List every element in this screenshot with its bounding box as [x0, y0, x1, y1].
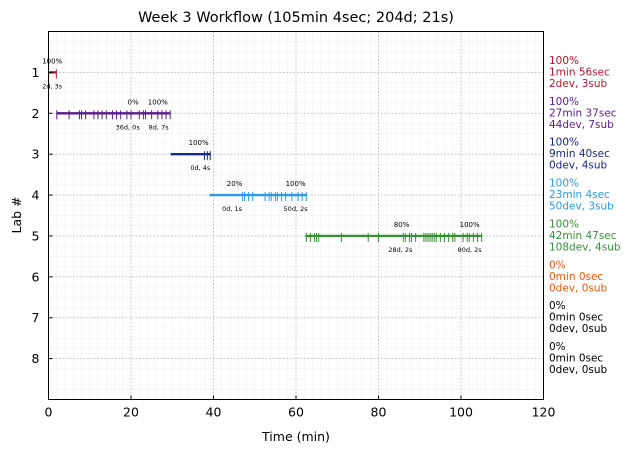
grid-layer — [48, 31, 544, 400]
lab-1-summary-subs: 2dev, 3sub — [549, 78, 608, 90]
lab-1-score-label: 100% — [42, 57, 62, 65]
y-tick-label: 3 — [32, 147, 40, 162]
lab-5-score-label: 100% — [460, 221, 480, 229]
y-tick-label: 8 — [32, 351, 40, 366]
lab-4-score-label: 20% — [227, 180, 243, 188]
lab-2-count-label: 36d, 0s — [116, 123, 141, 131]
chart-title: Week 3 Workflow (105min 4sec; 204d; 21s) — [138, 10, 454, 26]
lab-1-summary-pct: 100% — [549, 55, 579, 67]
lab-5-count-label: 28d, 2s — [388, 246, 413, 254]
y-tick-label: 7 — [32, 310, 40, 325]
x-tick-label: 80 — [371, 405, 387, 420]
lab-5-count-label: 80d, 2s — [458, 246, 483, 254]
axes: 0 20 40 60 80 100 120 1 2 3 4 5 6 7 8 — [32, 65, 556, 420]
lab-1-count-label: 2d, 3s — [42, 82, 63, 90]
x-tick-label: 40 — [206, 405, 222, 420]
lab-4-summary-pct: 100% — [549, 178, 579, 190]
y-axis-label: Lab # — [9, 196, 24, 233]
lab-6-summary-time: 0min 0sec — [549, 271, 603, 283]
lab-3-score-label: 100% — [189, 139, 209, 147]
timeline-annotations: 100% 2d, 3s 0% 100% 36d, 0s 8d, 7s 100% 0d, 4s 2… — [42, 57, 482, 254]
lab-7-summary-time: 0min 0sec — [549, 312, 603, 324]
lab-3-summary-pct: 100% — [549, 137, 579, 149]
lab-2-count-label: 8d, 7s — [149, 123, 170, 131]
x-tick-label: 120 — [532, 405, 556, 420]
lab-2-score-label: 100% — [148, 98, 168, 106]
lab-4-score-label: 100% — [286, 180, 306, 188]
lab-8-summary-time: 0min 0sec — [549, 353, 603, 365]
lab-3-count-label: 0d, 4s — [190, 164, 211, 172]
y-tick-label: 6 — [32, 269, 40, 284]
lab-6-summary-subs: 0dev, 0sub — [549, 282, 608, 294]
lab-8-summary-subs: 0dev, 0sub — [549, 364, 608, 376]
x-axis-label: Time (min) — [261, 429, 330, 444]
lab-2-summary-time: 27min 37sec — [549, 107, 617, 119]
lab-7-summary-subs: 0dev, 0sub — [549, 323, 608, 335]
y-tick-label: 4 — [32, 188, 40, 203]
y-tick-label: 5 — [32, 228, 40, 243]
lab-1-summary-time: 1min 56sec — [549, 66, 610, 78]
lab-6-summary-pct: 0% — [549, 259, 566, 271]
lab-8-summary-pct: 0% — [549, 341, 566, 353]
lab-4-summary-subs: 50dev, 3sub — [549, 201, 614, 213]
x-tick-label: 0 — [45, 405, 53, 420]
lab-2-score-label: 0% — [128, 98, 139, 106]
timeline-bars — [48, 69, 483, 242]
lab-4-count-label: 0d, 1s — [222, 205, 243, 213]
lab-3-summary-time: 9min 40sec — [549, 148, 610, 160]
lab-5-score-label: 80% — [394, 221, 410, 229]
y-tick-label: 2 — [32, 106, 40, 121]
lab-3-summary-subs: 0dev, 4sub — [549, 160, 608, 172]
lab-2-summary-pct: 100% — [549, 96, 579, 108]
y-tick-label: 1 — [32, 65, 40, 80]
lab-5-summary-subs: 108dev, 4sub — [549, 241, 621, 253]
x-tick-label: 60 — [288, 405, 304, 420]
lab-4-summary-time: 23min 4sec — [549, 189, 610, 201]
lab-2-summary-subs: 44dev, 7sub — [549, 119, 614, 131]
lab-4-count-label: 50d, 2s — [284, 205, 309, 213]
x-tick-label: 100 — [449, 405, 473, 420]
lab-5-summary-time: 42min 47sec — [549, 230, 617, 242]
x-tick-label: 20 — [123, 405, 139, 420]
lab-5-summary-pct: 100% — [549, 218, 579, 230]
lab-7-summary-pct: 0% — [549, 300, 566, 312]
